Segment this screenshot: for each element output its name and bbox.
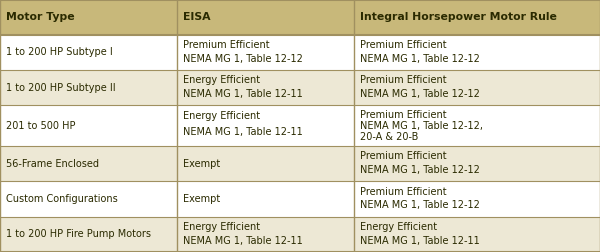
Text: NEMA MG 1, Table 12-12: NEMA MG 1, Table 12-12 (360, 165, 480, 175)
Bar (177, 0, 354, 35)
Text: Premium Efficient: Premium Efficient (360, 151, 446, 161)
Text: Premium Efficient: Premium Efficient (183, 40, 269, 50)
Text: Energy Efficient: Energy Efficient (183, 75, 260, 85)
Bar (354, 105, 600, 146)
Bar (177, 217, 354, 252)
Text: Energy Efficient: Energy Efficient (183, 222, 260, 232)
Text: Premium Efficient: Premium Efficient (360, 75, 446, 85)
Bar (177, 181, 354, 217)
Bar (354, 181, 600, 217)
Text: Premium Efficient: Premium Efficient (360, 187, 446, 197)
Bar (354, 146, 600, 181)
Text: NEMA MG 1, Table 12-11: NEMA MG 1, Table 12-11 (360, 236, 480, 246)
Bar (177, 35, 354, 70)
Text: 1 to 200 HP Subtype II: 1 to 200 HP Subtype II (6, 83, 116, 93)
Bar (354, 35, 600, 70)
Bar (354, 217, 600, 252)
Text: 201 to 500 HP: 201 to 500 HP (6, 121, 76, 131)
Text: NEMA MG 1, Table 12-11: NEMA MG 1, Table 12-11 (183, 128, 303, 137)
Bar (177, 70, 354, 105)
Bar (354, 70, 600, 105)
Text: Premium Efficient: Premium Efficient (360, 110, 446, 120)
Bar (0, 0, 177, 35)
Bar (177, 105, 354, 146)
Text: Exempt: Exempt (183, 159, 220, 169)
Text: Integral Horsepower Motor Rule: Integral Horsepower Motor Rule (360, 12, 557, 22)
Text: NEMA MG 1, Table 12-11: NEMA MG 1, Table 12-11 (183, 89, 303, 99)
Text: Energy Efficient: Energy Efficient (360, 222, 437, 232)
Text: NEMA MG 1, Table 12-12: NEMA MG 1, Table 12-12 (360, 201, 480, 210)
Text: 1 to 200 HP Subtype I: 1 to 200 HP Subtype I (6, 47, 113, 57)
Bar (0, 70, 177, 105)
Bar (0, 105, 177, 146)
Text: 1 to 200 HP Fire Pump Motors: 1 to 200 HP Fire Pump Motors (6, 229, 151, 239)
Bar (354, 0, 600, 35)
Text: 56-Frame Enclosed: 56-Frame Enclosed (6, 159, 99, 169)
Text: NEMA MG 1, Table 12-12: NEMA MG 1, Table 12-12 (360, 54, 480, 64)
Text: Custom Configurations: Custom Configurations (6, 194, 118, 204)
Text: NEMA MG 1, Table 12-11: NEMA MG 1, Table 12-11 (183, 236, 303, 246)
Text: 20-A & 20-B: 20-A & 20-B (360, 132, 418, 142)
Text: NEMA MG 1, Table 12-12: NEMA MG 1, Table 12-12 (360, 89, 480, 99)
Bar (177, 146, 354, 181)
Text: Premium Efficient: Premium Efficient (360, 40, 446, 50)
Text: NEMA MG 1, Table 12-12: NEMA MG 1, Table 12-12 (183, 54, 303, 64)
Bar (0, 35, 177, 70)
Bar (0, 181, 177, 217)
Text: Energy Efficient: Energy Efficient (183, 111, 260, 121)
Bar (0, 146, 177, 181)
Text: NEMA MG 1, Table 12-12,: NEMA MG 1, Table 12-12, (360, 121, 483, 131)
Text: Motor Type: Motor Type (6, 12, 74, 22)
Text: Exempt: Exempt (183, 194, 220, 204)
Text: EISA: EISA (183, 12, 211, 22)
Bar (0, 217, 177, 252)
